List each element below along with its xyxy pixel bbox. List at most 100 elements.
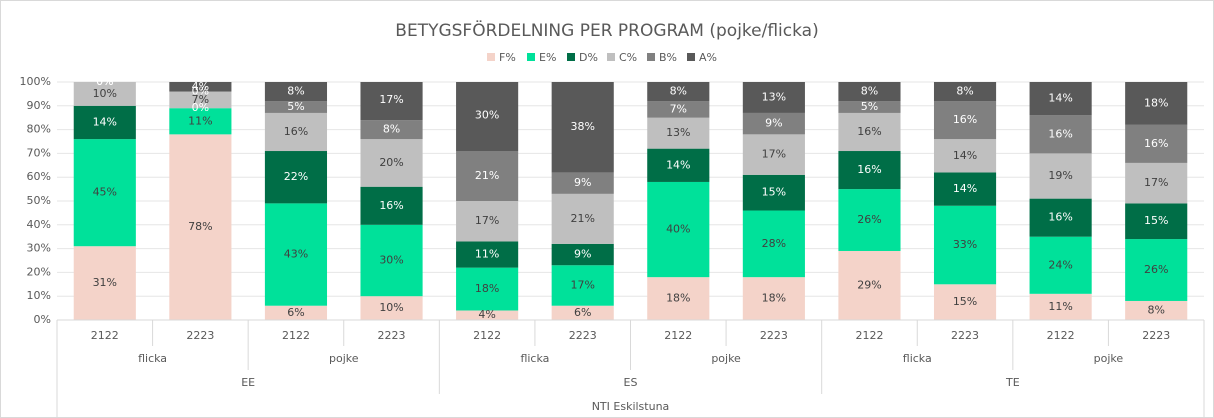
- value-label: 9%: [574, 248, 591, 261]
- value-label: 11%: [1048, 300, 1072, 313]
- y-tick-label: 90%: [27, 99, 51, 112]
- bar-segment: [742, 82, 805, 113]
- bar-segment: [647, 82, 710, 102]
- bar-segment: [360, 296, 423, 320]
- program-label: EE: [241, 376, 255, 389]
- bar-segment: [360, 120, 423, 140]
- bar-segment: [456, 310, 519, 320]
- x-tick-label: 2122: [91, 329, 119, 342]
- value-label: 18%: [475, 282, 499, 295]
- value-label: 8%: [383, 123, 400, 136]
- bar-segment: [73, 246, 136, 320]
- bar-segment: [264, 112, 328, 152]
- bar-segment: [1125, 239, 1188, 301]
- bar-segment: [1125, 300, 1188, 320]
- value-label: 16%: [953, 113, 977, 126]
- legend-label: A%: [699, 51, 717, 64]
- value-label: 45%: [93, 186, 117, 199]
- bar-segment: [264, 101, 328, 113]
- legend-label: B%: [659, 51, 677, 64]
- value-label: 17%: [570, 278, 594, 291]
- value-label: 8%: [287, 85, 304, 98]
- bar-segment: [456, 151, 519, 201]
- bar-segment: [1029, 236, 1092, 294]
- school-label: NTI Eskilstuna: [592, 400, 670, 413]
- x-tick-label: 2223: [186, 329, 214, 342]
- legend-swatch: [527, 53, 535, 61]
- value-label: 78%: [188, 220, 212, 233]
- bar-segment: [169, 108, 232, 135]
- bar-segment: [456, 82, 519, 152]
- group-label: flicka: [903, 352, 932, 365]
- bar-segment: [264, 203, 328, 306]
- value-label: 14%: [1048, 92, 1072, 105]
- value-label: 18%: [762, 292, 786, 305]
- value-label: 16%: [1144, 137, 1168, 150]
- value-label: 26%: [857, 213, 881, 226]
- bar-segment: [838, 112, 901, 152]
- value-label: 16%: [379, 199, 403, 212]
- value-label: 26%: [1144, 263, 1168, 276]
- value-label: 15%: [953, 295, 977, 308]
- x-tick-label: 2122: [1047, 329, 1075, 342]
- bar-segment: [933, 284, 997, 320]
- value-label: 20%: [379, 156, 403, 169]
- bar-segment: [742, 210, 805, 278]
- legend-swatch: [687, 53, 695, 61]
- bar-segment: [551, 243, 614, 266]
- legend-swatch: [647, 53, 655, 61]
- bar-segment: [933, 205, 997, 285]
- bar-segment: [1125, 203, 1188, 240]
- value-label: 16%: [857, 125, 881, 138]
- x-tick-label: 2122: [855, 329, 883, 342]
- value-label: 13%: [762, 90, 786, 103]
- y-tick-label: 20%: [27, 265, 51, 278]
- value-label: 8%: [1147, 303, 1164, 316]
- value-label: 16%: [1048, 127, 1072, 140]
- value-label: 18%: [666, 292, 690, 305]
- value-label: 18%: [1144, 96, 1168, 109]
- group-label: pojke: [711, 352, 741, 365]
- value-label: 16%: [857, 163, 881, 176]
- bar-segment: [647, 277, 710, 320]
- value-label: 14%: [93, 115, 117, 128]
- bar-segment: [73, 82, 136, 106]
- value-label: 5%: [861, 100, 878, 113]
- bar-segment: [647, 117, 710, 149]
- y-tick-label: 0%: [34, 313, 51, 326]
- value-label: 17%: [1144, 176, 1168, 189]
- value-label: 16%: [284, 125, 308, 138]
- value-label: 14%: [953, 149, 977, 162]
- bar-segment: [647, 181, 710, 278]
- legend-label: D%: [579, 51, 598, 64]
- legend-label: F%: [499, 51, 516, 64]
- x-tick-label: 2122: [282, 329, 310, 342]
- value-label: 0%: [192, 101, 209, 114]
- value-label: 30%: [379, 254, 403, 267]
- value-label: 19%: [1048, 169, 1072, 182]
- x-tick-label: 2122: [664, 329, 692, 342]
- bar-segment: [1125, 162, 1188, 204]
- group-label: flicka: [520, 352, 549, 365]
- value-label: 0%: [96, 75, 113, 88]
- value-label: 7%: [670, 102, 687, 115]
- value-label: 14%: [953, 182, 977, 195]
- bar-segment: [742, 277, 805, 320]
- bar-segment: [1029, 153, 1092, 199]
- legend-label: E%: [539, 51, 556, 64]
- bar-segment: [742, 134, 805, 175]
- group-label: pojke: [329, 352, 359, 365]
- value-label: 22%: [284, 170, 308, 183]
- value-label: 13%: [666, 126, 690, 139]
- y-tick-label: 60%: [27, 170, 51, 183]
- value-label: 5%: [287, 100, 304, 113]
- value-label: 16%: [1048, 211, 1072, 224]
- bar-segment: [169, 134, 232, 320]
- y-tick-label: 80%: [27, 123, 51, 136]
- bar-segment: [838, 250, 901, 320]
- group-label: flicka: [138, 352, 167, 365]
- value-label: 6%: [574, 306, 591, 319]
- value-label: 9%: [765, 117, 782, 130]
- legend-swatch: [567, 53, 575, 61]
- bar-segment: [838, 189, 901, 251]
